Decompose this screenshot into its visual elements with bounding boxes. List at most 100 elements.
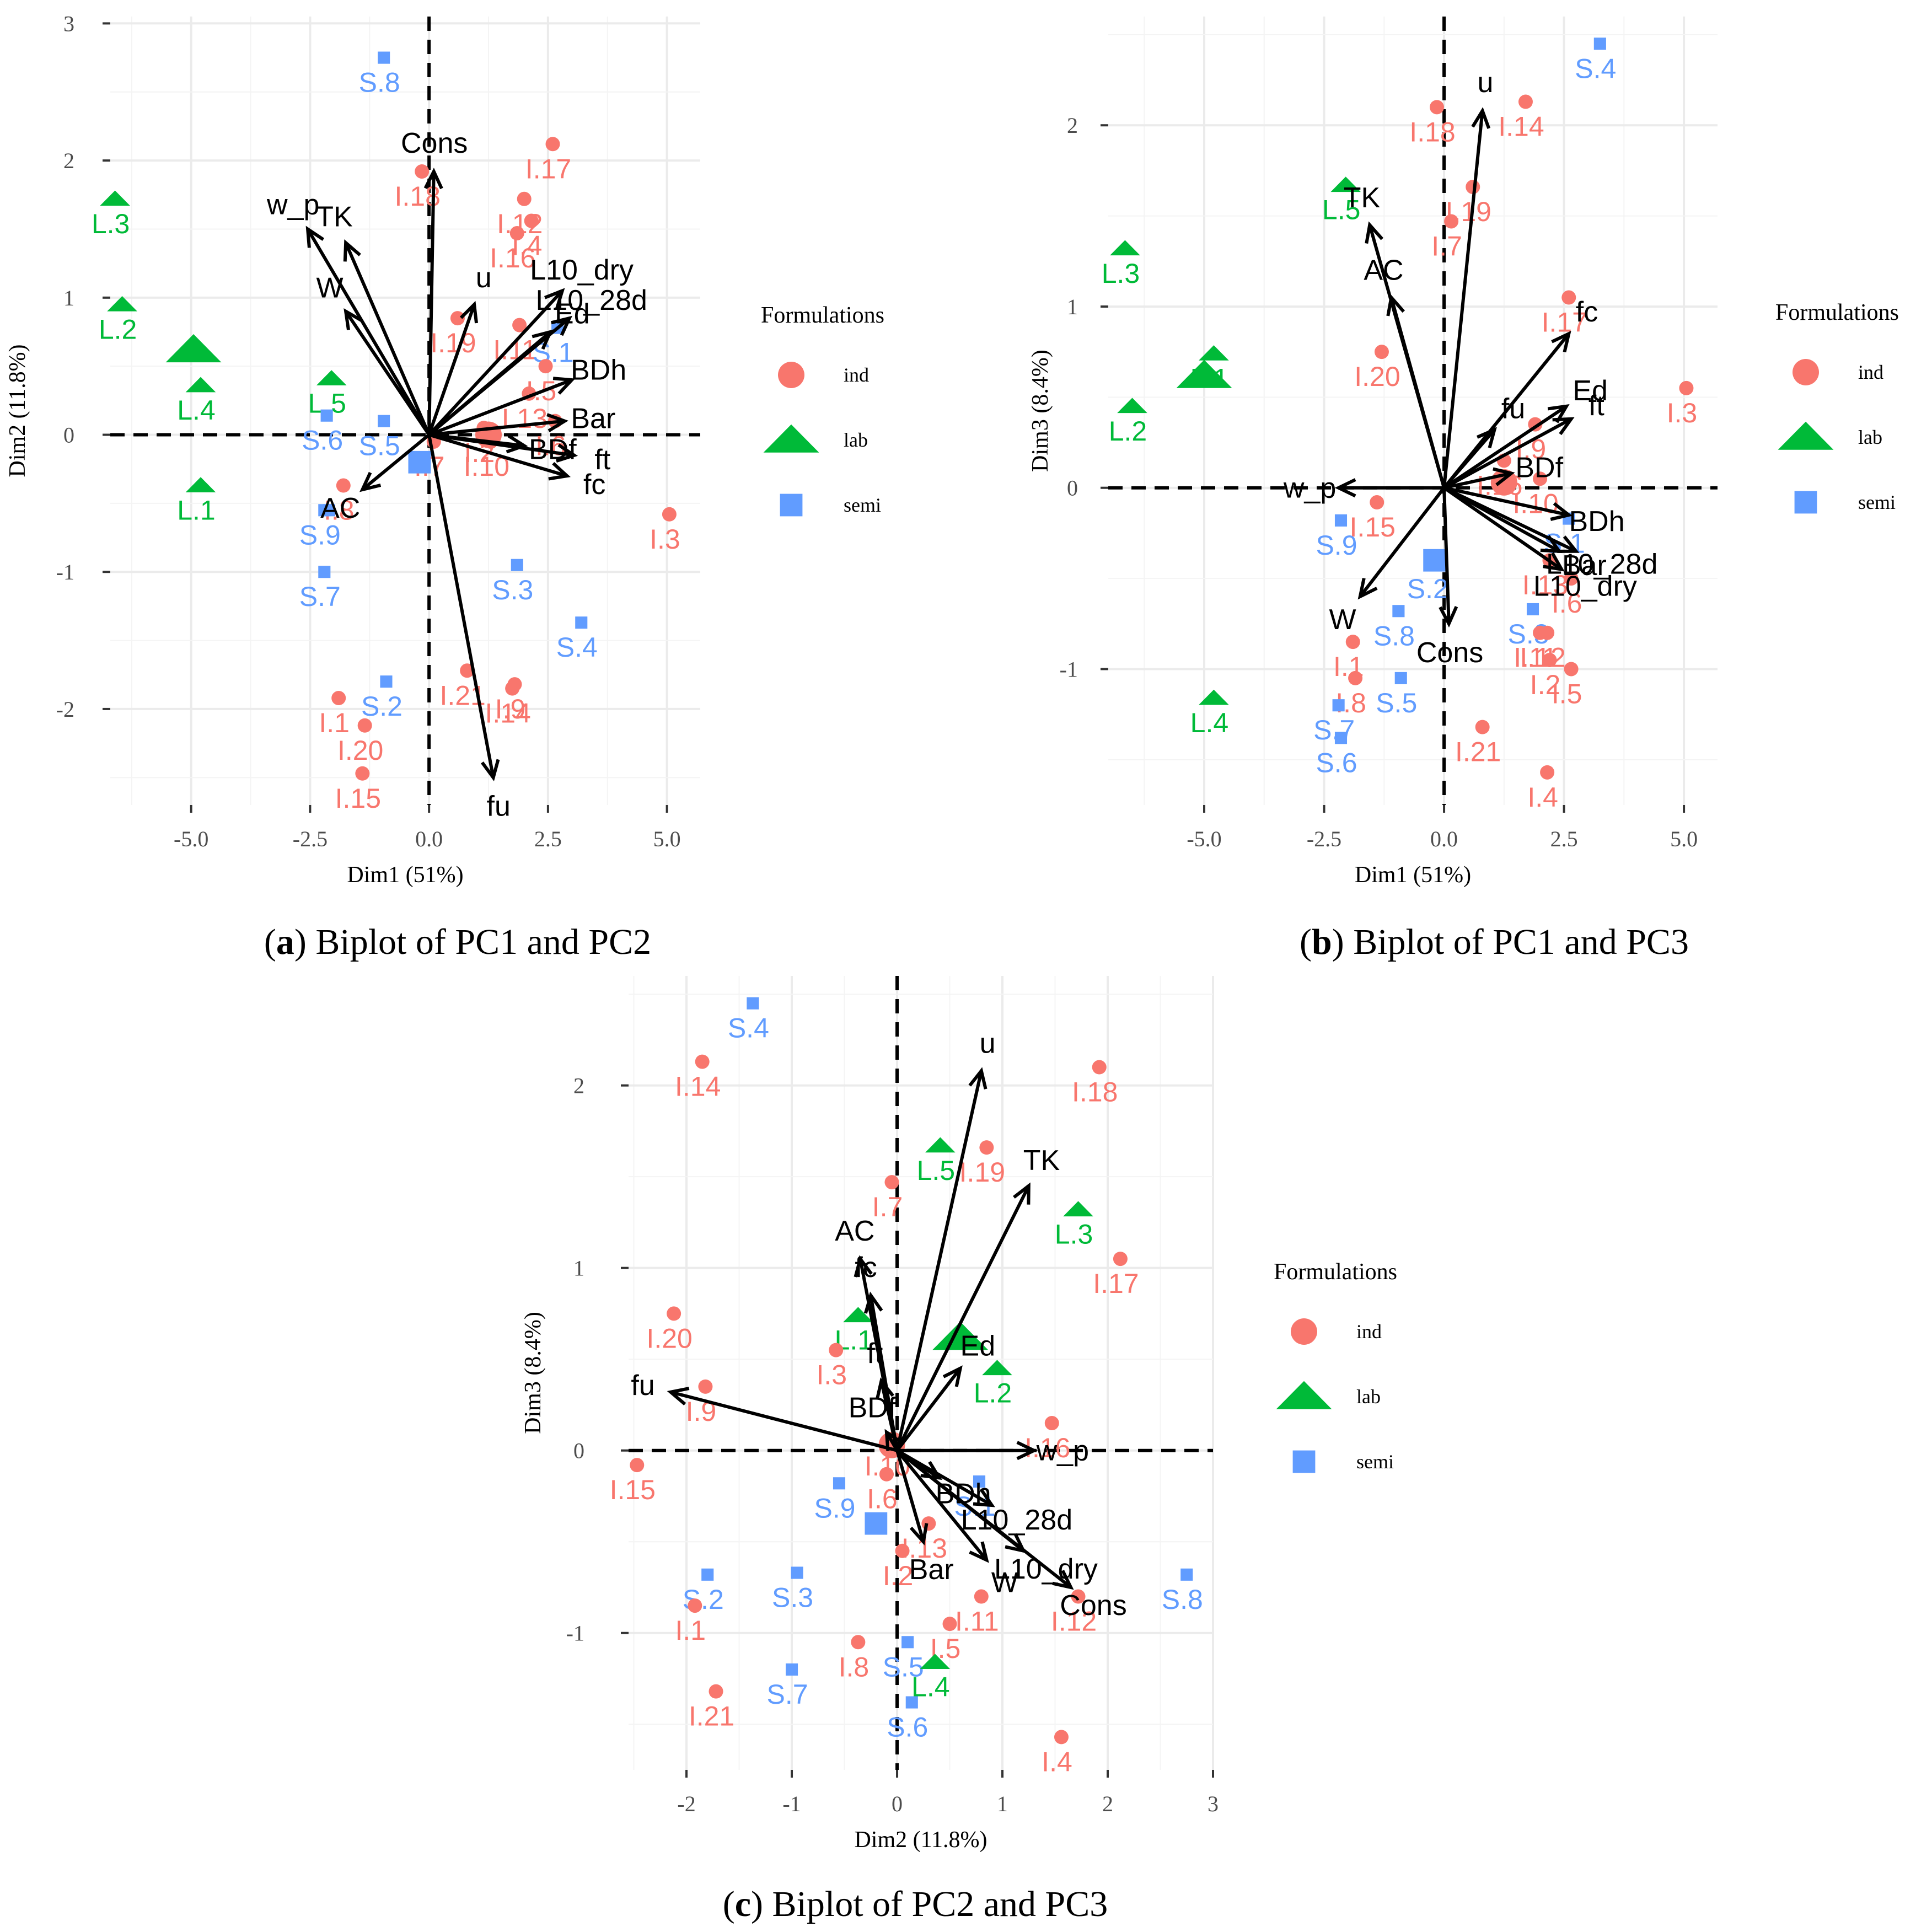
data-point [336,478,351,493]
data-point [185,377,216,393]
legend: Formulations ind lab semi [1274,1259,1397,1473]
data-point [575,616,588,629]
point-label: S.6 [887,1712,928,1743]
group-centroid [408,450,431,474]
legend-entry-label: lab [1858,426,1882,448]
data-point [1334,732,1348,744]
data-point [1071,1589,1086,1604]
data-point [1518,94,1533,109]
data-point [920,1654,951,1670]
data-point [879,1467,894,1482]
variable-vector-label: fu [487,790,511,822]
plot-panel [110,17,700,805]
x-tick-label: 5.0 [1670,827,1698,851]
variable-vector-label: ft [594,444,610,476]
data-point [1370,495,1384,510]
data-point [1533,625,1548,640]
data-point [667,1306,681,1321]
data-point [1092,1060,1107,1075]
y-tick-label: 0 [573,1439,584,1463]
legend-entry-label: semi [1356,1451,1394,1473]
variable-vector-label: w_p [1283,473,1336,505]
variable-vector-label: u [1477,67,1493,99]
point-label: I.14 [1498,111,1544,142]
x-tick-label: 2 [1102,1791,1113,1816]
point-label: S.8 [359,67,400,98]
legend-key [780,493,803,517]
data-point [942,1617,957,1632]
variable-vector-arrowhead [1471,107,1491,129]
variable-vector [361,433,431,491]
data-point [1330,176,1361,192]
variable-vector-label: fc [855,1252,877,1284]
x-tick-label: -5.0 [174,827,208,851]
variable-vector-arrowhead [863,1291,883,1314]
variable-vector-label: L10_28d [1546,548,1657,580]
variable-vector-label: AC [320,492,360,524]
y-tick-label: -1 [1060,657,1078,681]
data-point [357,718,372,733]
variable-vector-label: L10_28d [961,1504,1072,1536]
y-tick-label: 1 [573,1256,584,1281]
point-label: I.20 [646,1323,692,1354]
variable-vector [895,1450,925,1543]
variable-vector-label: fu [631,1370,654,1402]
data-point [1564,662,1579,677]
y-tick-label: 0 [1067,476,1078,501]
y-tick-label: -1 [56,560,74,584]
variable-vector [1443,486,1569,517]
variable-vector-arrowhead [1552,417,1575,436]
data-point [378,51,390,64]
data-point [905,1696,918,1709]
data-point [378,415,390,427]
y-tick-label: 3 [63,11,74,36]
variable-vector-label: u [980,1027,996,1059]
point-label: S.2 [683,1584,724,1615]
variable-vector-arrowhead [667,1387,690,1406]
data-point [1044,1416,1059,1431]
variable-vector [427,171,436,435]
variable-vector [428,378,573,437]
variable-vector-arrowhead [875,1377,894,1400]
data-point [512,318,527,332]
point-label: L.1 [177,495,216,526]
variable-vector-label: BDh [1569,506,1625,538]
point-label: I.3 [650,524,680,555]
variable-vector-label: L10_28d [535,285,647,316]
data-point [1199,345,1229,361]
variable-vector [1443,486,1577,553]
variable-vector [895,1185,1031,1452]
data-point [538,359,553,374]
variable-vector [1443,417,1573,490]
data-point [355,766,370,781]
data-point [505,681,520,696]
data-point [982,1360,1012,1376]
point-label: I.13 [502,403,548,434]
variable-vector [1389,297,1446,489]
variable-vector [896,1449,993,1507]
variable-vector-arrowhead [548,461,571,481]
point-label: I.14 [675,1071,721,1102]
data-point [630,1458,645,1473]
point-label: I.3 [1667,398,1698,428]
legend-title: Formulations [761,303,884,328]
variable-vector [670,1390,898,1452]
x-tick-label: -1 [782,1791,801,1816]
point-label: S.8 [1373,620,1415,651]
data-point [843,1307,873,1323]
variable-vector-label: fc [1576,296,1598,328]
data-point [185,477,216,492]
y-tick-label: 1 [1067,294,1078,319]
data-point [662,507,677,522]
point-label: S.5 [1376,688,1417,718]
variable-vector-label: BDf [1515,452,1563,484]
point-label: I.7 [872,1192,903,1222]
variable-vector-label: L10_dry [1533,570,1637,602]
variable-vector-arrowhead [1543,552,1565,572]
point-label: I.4 [512,230,543,261]
variable-vector-arrowhead [854,1255,873,1278]
data-point [829,1343,844,1357]
variable-vector-arrowhead [1334,478,1356,498]
variable-vector-label: BDf [529,433,577,465]
